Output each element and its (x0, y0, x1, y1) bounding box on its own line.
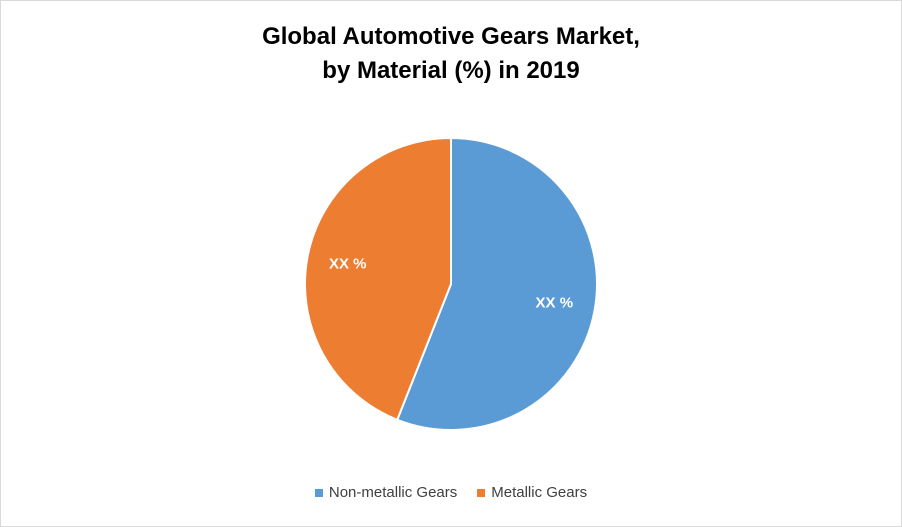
chart-title-line-1: Global Automotive Gears Market, (262, 23, 640, 50)
legend-label-non-metallic-gears: Non-metallic Gears (328, 484, 458, 501)
legend-swatch-metallic-gears (477, 488, 486, 497)
legend-swatch-non-metallic-gears (314, 488, 323, 497)
legend-label-metallic-gears: Metallic Gears (491, 484, 588, 501)
chart-title-line-2: by Material (%) in 2019 (322, 57, 580, 84)
pie-slice-metallic-gears[interactable] (304, 136, 452, 422)
data-label-non-metallic-gears: XX % (536, 295, 574, 312)
data-label-metallic-gears: XX % (329, 255, 367, 272)
chart-title: Global Automotive Gears Market, by Mater… (0, 20, 902, 88)
legend-item-metallic-gears[interactable]: Metallic Gears (477, 484, 587, 501)
pie-slice-non-metallic-gears[interactable] (395, 136, 598, 431)
legend: Non-metallic Gears Metallic Gears (0, 484, 902, 501)
legend-item-non-metallic-gears[interactable]: Non-metallic Gears (314, 484, 458, 501)
